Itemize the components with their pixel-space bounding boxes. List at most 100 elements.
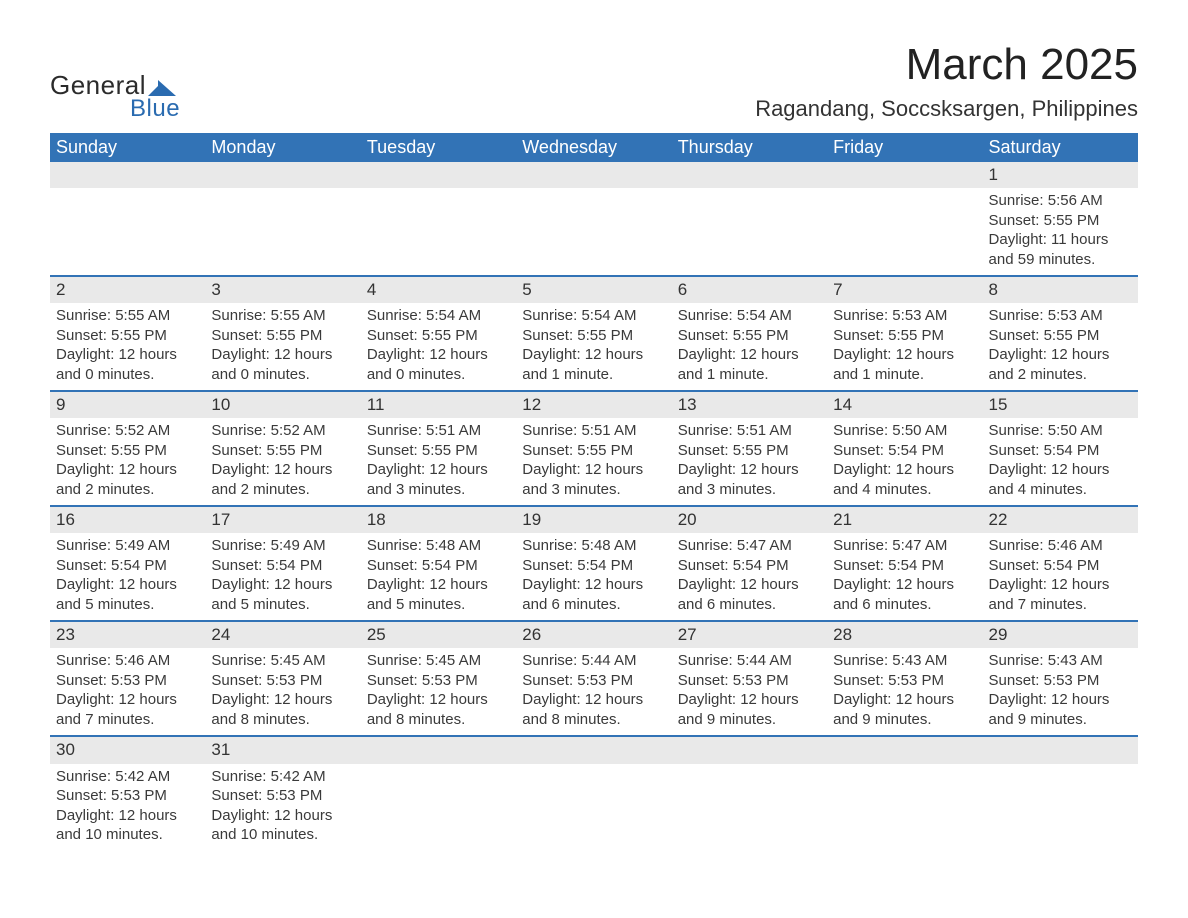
sunrise-text: Sunrise: 5:46 AM [989, 536, 1132, 556]
day-cell: Sunrise: 5:46 AMSunset: 5:53 PMDaylight:… [50, 648, 205, 736]
day-number: 23 [50, 621, 205, 648]
day-number-row: 3031 [50, 736, 1138, 763]
day-cell: Sunrise: 5:52 AMSunset: 5:55 PMDaylight:… [205, 418, 360, 506]
daylight1-text: Daylight: 12 hours [833, 575, 976, 595]
day-number: 21 [827, 506, 982, 533]
daylight2-text: and 9 minutes. [833, 710, 976, 730]
sunset-text: Sunset: 5:53 PM [211, 671, 354, 691]
sunset-text: Sunset: 5:54 PM [211, 556, 354, 576]
daylight1-text: Daylight: 12 hours [678, 345, 821, 365]
daylight1-text: Daylight: 11 hours [989, 230, 1132, 250]
day-details-row: Sunrise: 5:42 AMSunset: 5:53 PMDaylight:… [50, 764, 1138, 851]
day-cell [361, 188, 516, 276]
weekday-header: Tuesday [361, 133, 516, 162]
day-cell: Sunrise: 5:45 AMSunset: 5:53 PMDaylight:… [361, 648, 516, 736]
day-cell: Sunrise: 5:44 AMSunset: 5:53 PMDaylight:… [672, 648, 827, 736]
day-cell: Sunrise: 5:49 AMSunset: 5:54 PMDaylight:… [205, 533, 360, 621]
daylight1-text: Daylight: 12 hours [522, 575, 665, 595]
day-number-row: 2345678 [50, 276, 1138, 303]
sunset-text: Sunset: 5:54 PM [833, 556, 976, 576]
day-number: 4 [361, 276, 516, 303]
weekday-header: Monday [205, 133, 360, 162]
sunrise-text: Sunrise: 5:45 AM [211, 651, 354, 671]
daylight2-text: and 10 minutes. [56, 825, 199, 845]
brand-word-2: Blue [130, 95, 180, 123]
day-cell [50, 188, 205, 276]
sunset-text: Sunset: 5:55 PM [56, 441, 199, 461]
weekday-header: Thursday [672, 133, 827, 162]
daylight2-text: and 5 minutes. [56, 595, 199, 615]
day-number: 11 [361, 391, 516, 418]
day-cell [361, 764, 516, 851]
day-number: 6 [672, 276, 827, 303]
daylight2-text: and 3 minutes. [678, 480, 821, 500]
sunrise-text: Sunrise: 5:51 AM [367, 421, 510, 441]
day-details-row: Sunrise: 5:46 AMSunset: 5:53 PMDaylight:… [50, 648, 1138, 736]
daylight1-text: Daylight: 12 hours [833, 690, 976, 710]
brand-logo: General Blue [50, 70, 180, 123]
day-cell [983, 764, 1138, 851]
day-number: 5 [516, 276, 671, 303]
day-number [516, 736, 671, 763]
day-cell: Sunrise: 5:51 AMSunset: 5:55 PMDaylight:… [672, 418, 827, 506]
sunrise-text: Sunrise: 5:44 AM [522, 651, 665, 671]
daylight1-text: Daylight: 12 hours [833, 460, 976, 480]
daylight2-text: and 4 minutes. [833, 480, 976, 500]
weekday-header: Wednesday [516, 133, 671, 162]
sunset-text: Sunset: 5:55 PM [522, 326, 665, 346]
brand-mark-icon [148, 80, 176, 96]
day-number: 9 [50, 391, 205, 418]
day-cell: Sunrise: 5:50 AMSunset: 5:54 PMDaylight:… [827, 418, 982, 506]
day-cell [827, 188, 982, 276]
day-number: 24 [205, 621, 360, 648]
daylight2-text: and 9 minutes. [989, 710, 1132, 730]
daylight2-text: and 10 minutes. [211, 825, 354, 845]
sunrise-text: Sunrise: 5:50 AM [989, 421, 1132, 441]
day-number-row: 9101112131415 [50, 391, 1138, 418]
day-cell: Sunrise: 5:52 AMSunset: 5:55 PMDaylight:… [50, 418, 205, 506]
sunrise-text: Sunrise: 5:54 AM [522, 306, 665, 326]
sunrise-text: Sunrise: 5:52 AM [211, 421, 354, 441]
sunrise-text: Sunrise: 5:51 AM [522, 421, 665, 441]
day-number [827, 736, 982, 763]
day-cell: Sunrise: 5:54 AMSunset: 5:55 PMDaylight:… [516, 303, 671, 391]
daylight1-text: Daylight: 12 hours [678, 460, 821, 480]
daylight1-text: Daylight: 12 hours [56, 345, 199, 365]
day-number: 2 [50, 276, 205, 303]
daylight1-text: Daylight: 12 hours [678, 690, 821, 710]
day-cell [827, 764, 982, 851]
daylight1-text: Daylight: 12 hours [833, 345, 976, 365]
day-number: 30 [50, 736, 205, 763]
day-details-row: Sunrise: 5:49 AMSunset: 5:54 PMDaylight:… [50, 533, 1138, 621]
day-cell: Sunrise: 5:48 AMSunset: 5:54 PMDaylight:… [361, 533, 516, 621]
daylight2-text: and 0 minutes. [211, 365, 354, 385]
day-cell: Sunrise: 5:45 AMSunset: 5:53 PMDaylight:… [205, 648, 360, 736]
day-cell [516, 188, 671, 276]
daylight2-text: and 1 minute. [833, 365, 976, 385]
daylight2-text: and 2 minutes. [211, 480, 354, 500]
day-cell: Sunrise: 5:56 AMSunset: 5:55 PMDaylight:… [983, 188, 1138, 276]
daylight1-text: Daylight: 12 hours [989, 690, 1132, 710]
day-cell: Sunrise: 5:55 AMSunset: 5:55 PMDaylight:… [205, 303, 360, 391]
day-number: 26 [516, 621, 671, 648]
day-details-row: Sunrise: 5:52 AMSunset: 5:55 PMDaylight:… [50, 418, 1138, 506]
daylight1-text: Daylight: 12 hours [989, 345, 1132, 365]
sunset-text: Sunset: 5:54 PM [989, 441, 1132, 461]
sunset-text: Sunset: 5:55 PM [678, 441, 821, 461]
daylight2-text: and 6 minutes. [833, 595, 976, 615]
day-cell: Sunrise: 5:47 AMSunset: 5:54 PMDaylight:… [672, 533, 827, 621]
daylight2-text: and 9 minutes. [678, 710, 821, 730]
day-number: 27 [672, 621, 827, 648]
daylight1-text: Daylight: 12 hours [211, 575, 354, 595]
day-number [205, 162, 360, 188]
sunrise-text: Sunrise: 5:49 AM [56, 536, 199, 556]
day-number: 12 [516, 391, 671, 418]
sunset-text: Sunset: 5:54 PM [678, 556, 821, 576]
day-cell: Sunrise: 5:42 AMSunset: 5:53 PMDaylight:… [205, 764, 360, 851]
day-cell: Sunrise: 5:43 AMSunset: 5:53 PMDaylight:… [827, 648, 982, 736]
sunset-text: Sunset: 5:54 PM [989, 556, 1132, 576]
sunrise-text: Sunrise: 5:52 AM [56, 421, 199, 441]
sunset-text: Sunset: 5:53 PM [833, 671, 976, 691]
day-number-row: 23242526272829 [50, 621, 1138, 648]
day-number: 19 [516, 506, 671, 533]
